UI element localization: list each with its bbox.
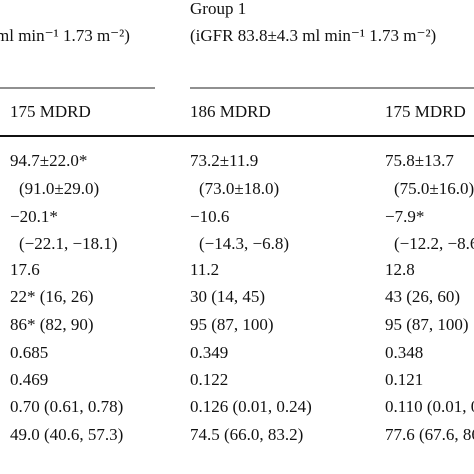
unit-right: (iGFR 83.8±4.3 ml min⁻¹ 1.73 m⁻²) (190, 26, 436, 45)
cell: −10.6 (190, 207, 229, 226)
cell: 77.6 (67.6, 86.0) (385, 425, 474, 444)
cell: (73.0±18.0) (199, 179, 279, 198)
cell: 75.8±13.7 (385, 151, 454, 170)
cell: −7.9* (385, 207, 424, 226)
cell: 0.469 (10, 370, 48, 389)
cell: (75.0±16.0) (394, 179, 474, 198)
cell: 12.8 (385, 260, 415, 279)
cell: 0.348 (385, 343, 423, 362)
group-label: Group 1 (190, 0, 246, 18)
column-header: 186 MDRD (190, 102, 271, 121)
cell: 30 (14, 45) (190, 287, 265, 306)
cell: 95 (87, 100) (385, 315, 469, 334)
cell: 43 (26, 60) (385, 287, 460, 306)
cell: 86* (82, 90) (10, 315, 94, 334)
cell: 73.2±11.9 (190, 151, 258, 170)
cell: 49.0 (40.6, 57.3) (10, 425, 123, 444)
cell: 0.122 (190, 370, 228, 389)
cell: 0.110 (0.01, 0.21) (385, 397, 474, 416)
column-header: 175 MDRD (385, 102, 466, 121)
cell: (−12.2, −8.6) (394, 234, 474, 253)
cell: (−22.1, −18.1) (19, 234, 118, 253)
cell: 0.349 (190, 343, 228, 362)
cell: 0.70 (0.61, 0.78) (10, 397, 123, 416)
cell: (−14.3, −6.8) (199, 234, 289, 253)
cell: 74.5 (66.0, 83.2) (190, 425, 303, 444)
cell: 17.6 (10, 260, 40, 279)
cell: 0.126 (0.01, 0.24) (190, 397, 312, 416)
column-header: 175 MDRD (10, 102, 91, 121)
cell: 11.2 (190, 260, 219, 279)
cell: 94.7±22.0* (10, 151, 87, 170)
cell: 95 (87, 100) (190, 315, 274, 334)
cell: −20.1* (10, 207, 58, 226)
cell: 22* (16, 26) (10, 287, 94, 306)
unit-left: ml min⁻¹ 1.73 m⁻²) (0, 26, 130, 45)
cell: 0.685 (10, 343, 48, 362)
cell: 0.121 (385, 370, 423, 389)
cell: (91.0±29.0) (19, 179, 99, 198)
